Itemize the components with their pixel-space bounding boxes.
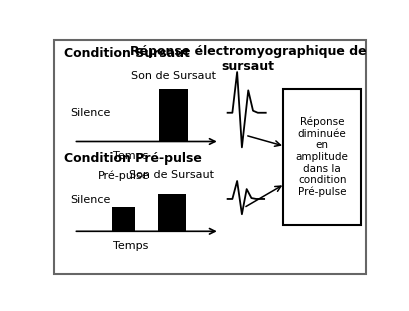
FancyBboxPatch shape <box>54 40 365 274</box>
Text: Temps: Temps <box>113 241 148 251</box>
Text: Temps: Temps <box>113 151 148 161</box>
Text: Réponse électromyographique de
sursaut: Réponse électromyographique de sursaut <box>130 44 366 72</box>
Text: Réponse
diminuée
en
amplitude
dans la
condition
Pré-pulse: Réponse diminuée en amplitude dans la co… <box>295 117 348 197</box>
Text: Son de Sursaut: Son de Sursaut <box>129 170 214 180</box>
Text: Silence: Silence <box>70 195 110 205</box>
Text: Son de Sursaut: Son de Sursaut <box>131 71 216 81</box>
Text: Pré-pulse: Pré-pulse <box>97 170 149 181</box>
FancyBboxPatch shape <box>283 89 360 225</box>
Text: Condition Sursaut: Condition Sursaut <box>64 47 189 60</box>
Text: Condition Pré-pulse: Condition Pré-pulse <box>64 152 201 165</box>
Bar <box>157 194 186 231</box>
Bar <box>111 207 135 231</box>
Bar <box>159 89 187 142</box>
Text: Silence: Silence <box>70 108 110 118</box>
